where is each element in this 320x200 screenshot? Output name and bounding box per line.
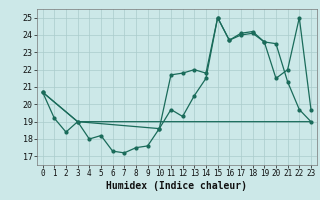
X-axis label: Humidex (Indice chaleur): Humidex (Indice chaleur) <box>106 181 247 191</box>
